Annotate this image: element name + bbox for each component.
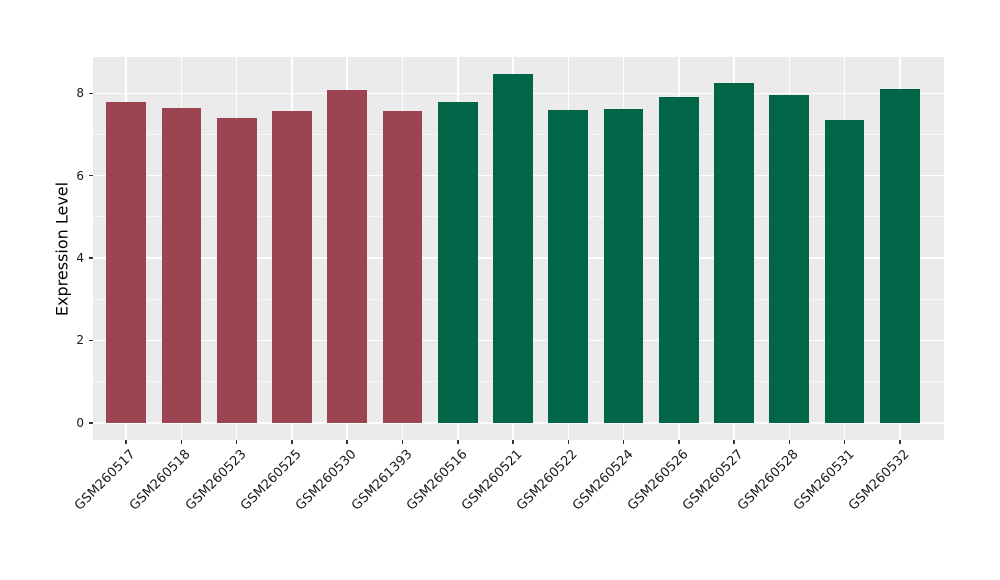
- x-tick-mark: [843, 440, 846, 444]
- y-tick-label: 6: [76, 168, 84, 183]
- y-tick-mark: [89, 339, 93, 342]
- bar-GSM260523: [216, 117, 257, 423]
- bar-GSM260516: [437, 102, 478, 423]
- bar-GSM260526: [658, 97, 699, 423]
- bar-GSM260517: [106, 102, 147, 423]
- bar-GSM260528: [769, 95, 810, 423]
- bar-GSM260521: [493, 74, 533, 423]
- bar-GSM261393: [382, 110, 423, 423]
- bar-GSM260522: [548, 110, 589, 423]
- x-tick-mark: [622, 440, 625, 444]
- bar-GSM260527: [714, 82, 754, 423]
- x-tick-mark: [457, 440, 459, 444]
- bar-GSM260524: [603, 109, 644, 423]
- x-tick-mark: [567, 440, 569, 444]
- x-tick-mark: [899, 440, 901, 444]
- y-axis-title: Expression Level: [52, 181, 72, 317]
- x-tick-mark: [125, 440, 127, 444]
- y-tick-mark: [89, 422, 93, 424]
- x-tick-mark: [346, 440, 348, 444]
- y-tick-label: 0: [76, 415, 84, 430]
- bar-GSM260532: [879, 88, 920, 423]
- x-tick-mark: [788, 440, 790, 444]
- y-tick-mark: [89, 257, 93, 259]
- plot-panel: [93, 57, 944, 440]
- x-tick-mark: [733, 440, 735, 444]
- bar-GSM260530: [327, 89, 368, 423]
- x-tick-mark: [180, 440, 183, 444]
- x-tick-mark: [291, 440, 293, 444]
- bar-GSM260531: [824, 119, 865, 423]
- bar-GSM260518: [161, 107, 202, 423]
- y-tick-mark: [89, 92, 93, 94]
- x-tick-mark: [401, 440, 404, 444]
- bar-GSM260525: [272, 110, 312, 423]
- y-tick-mark: [89, 174, 93, 177]
- x-tick-mark: [678, 440, 680, 444]
- x-tick-mark: [512, 440, 514, 444]
- y-tick-label: 2: [76, 333, 84, 348]
- y-tick-label: 4: [76, 251, 84, 265]
- y-tick-label: 8: [76, 86, 84, 101]
- major-gridline: [93, 422, 944, 424]
- x-tick-mark: [235, 440, 238, 444]
